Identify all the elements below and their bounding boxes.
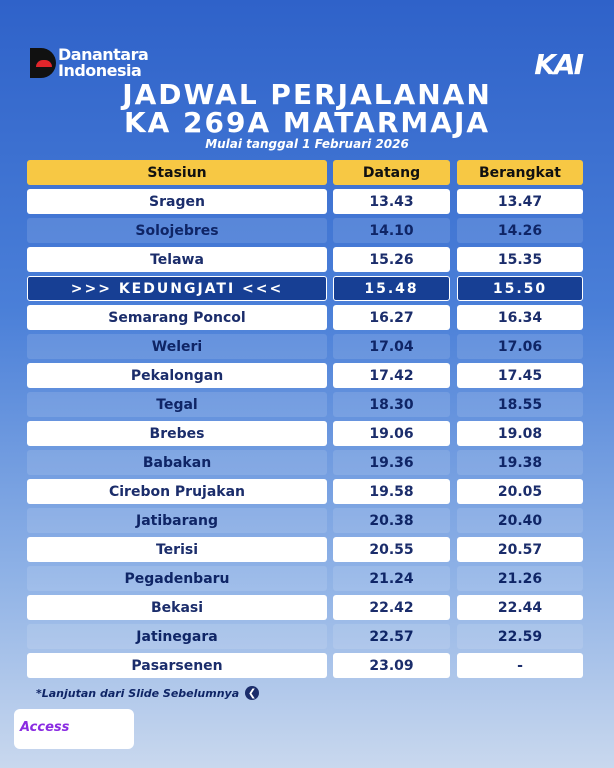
time-cell: 23.09 <box>333 653 450 678</box>
station-cell: Pekalongan <box>27 363 327 388</box>
station-cell: Jatibarang <box>27 508 327 533</box>
time-cell: 16.27 <box>333 305 450 330</box>
column-header: Berangkat <box>457 160 583 185</box>
station-cell: Bekasi <box>27 595 327 620</box>
time-cell: 17.42 <box>333 363 450 388</box>
time-cell: 21.24 <box>333 566 450 591</box>
operator-logo: KAI <box>534 48 584 81</box>
time-cell: 15.35 <box>457 247 583 272</box>
footnote: *Lanjutan dari Slide Sebelumnya ❮ <box>36 686 260 700</box>
time-cell: 19.08 <box>457 421 583 446</box>
station-cell: Jatinegara <box>27 624 327 649</box>
time-cell: 22.59 <box>457 624 583 649</box>
time-cell: 20.55 <box>333 537 450 562</box>
note-text: *Lanjutan dari Slide Sebelumnya <box>36 686 240 700</box>
brand-logo <box>30 48 56 78</box>
time-cell: 17.04 <box>333 334 450 359</box>
station-cell: Tegal <box>27 392 327 417</box>
station-cell: Telawa <box>27 247 327 272</box>
subtitle: Mulai tanggal 1 Februari 2026 <box>205 137 409 151</box>
time-cell: 18.55 <box>457 392 583 417</box>
time-cell: 20.05 <box>457 479 583 504</box>
brand-line: Danantara <box>58 45 149 64</box>
time-cell: 20.57 <box>457 537 583 562</box>
station-cell: Terisi <box>27 537 327 562</box>
time-cell: - <box>457 653 583 678</box>
app-name: Access <box>20 720 70 735</box>
station-cell: Weleri <box>27 334 327 359</box>
time-cell: 17.06 <box>457 334 583 359</box>
time-cell: 22.42 <box>333 595 450 620</box>
station-cell: Pasarsenen <box>27 653 327 678</box>
time-cell: 14.26 <box>457 218 583 243</box>
time-cell: 13.43 <box>333 189 450 214</box>
time-cell: 17.45 <box>457 363 583 388</box>
time-cell: 13.47 <box>457 189 583 214</box>
station-cell: Babakan <box>27 450 327 475</box>
time-cell: 21.26 <box>457 566 583 591</box>
brand: Danantara Indonesia <box>58 45 149 80</box>
title: JADWAL PERJALANAN <box>122 78 492 111</box>
time-cell: 19.36 <box>333 450 450 475</box>
time-cell: 15.48 <box>333 276 450 301</box>
station-cell: Solojebres <box>27 218 327 243</box>
time-cell: 18.30 <box>333 392 450 417</box>
app-badge <box>14 709 134 749</box>
time-cell: 15.50 <box>457 276 583 301</box>
title: KA 269A MATARMAJA <box>123 106 491 139</box>
time-cell: 19.38 <box>457 450 583 475</box>
time-cell: 15.26 <box>333 247 450 272</box>
station-cell: Semarang Poncol <box>27 305 327 330</box>
station-cell: Brebes <box>27 421 327 446</box>
column-header: Datang <box>333 160 450 185</box>
time-cell: 20.38 <box>333 508 450 533</box>
time-cell: 20.40 <box>457 508 583 533</box>
back-icon: ❮ <box>245 686 260 700</box>
brand-line: Indonesia <box>58 61 142 80</box>
time-cell: 14.10 <box>333 218 450 243</box>
station-cell: Cirebon Prujakan <box>27 479 327 504</box>
time-cell: 22.44 <box>457 595 583 620</box>
station-cell: Pegadenbaru <box>27 566 327 591</box>
station-cell: >>> KEDUNGJATI <<< <box>27 276 327 301</box>
time-cell: 19.06 <box>333 421 450 446</box>
time-cell: 22.57 <box>333 624 450 649</box>
column-header: Stasiun <box>27 160 327 185</box>
time-cell: 16.34 <box>457 305 583 330</box>
station-cell: Sragen <box>27 189 327 214</box>
time-cell: 19.58 <box>333 479 450 504</box>
